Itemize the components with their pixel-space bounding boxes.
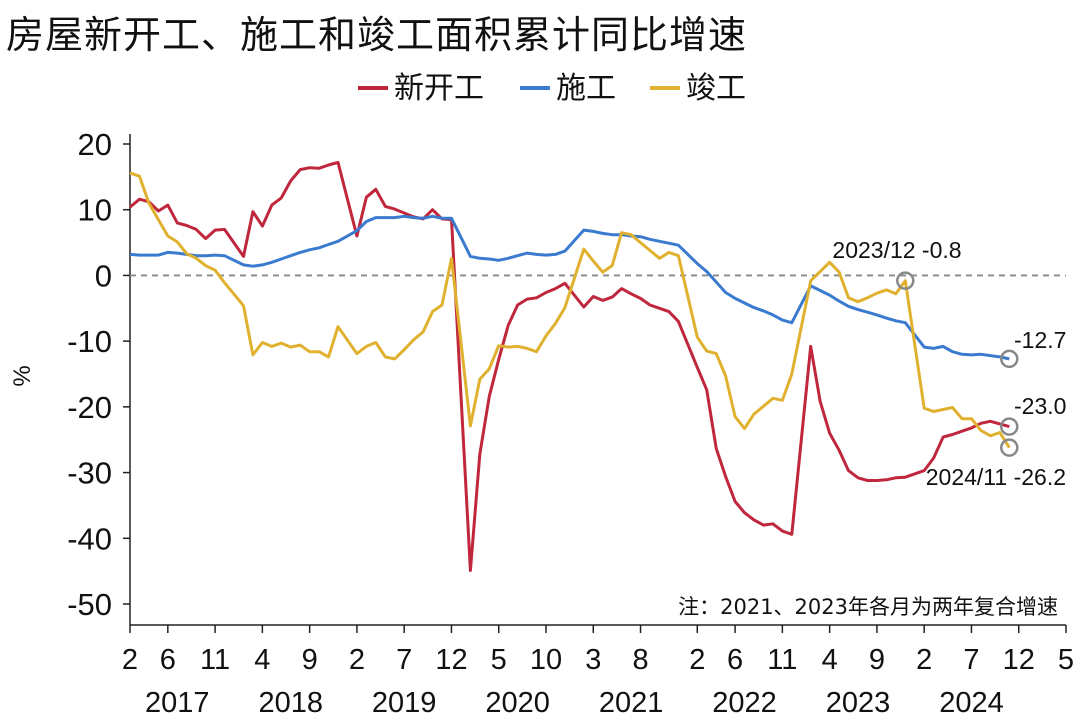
annotations: 2023/12 -0.8 -12.7 -23.0 2024/11 -26.2 <box>832 237 1066 490</box>
annotation-label: 2024/11 -26.2 <box>926 464 1066 490</box>
x-tick-label: 2 <box>349 644 365 676</box>
x-tick-label: 5 <box>1058 644 1074 676</box>
x-tick-label: 6 <box>727 644 743 676</box>
annotation-marker <box>896 271 915 290</box>
y-tick-label: -30 <box>67 456 112 491</box>
x-tick-label: 8 <box>632 644 648 676</box>
x-tick-label: 11 <box>767 644 797 676</box>
x-tick-label: 10 <box>530 644 562 676</box>
x-year-label: 2021 <box>599 687 664 719</box>
annotation-marker <box>1000 349 1019 369</box>
x-tick-label: 4 <box>822 644 838 676</box>
y-tick-label: -20 <box>67 390 112 425</box>
x-tick-label: 11 <box>200 644 230 676</box>
x-tick-label: 9 <box>302 644 318 676</box>
x-tick-label: 12 <box>1003 644 1035 676</box>
annotation-marker <box>1000 417 1019 436</box>
legend-label: 施工 <box>556 71 616 106</box>
x-year-label: 2024 <box>939 687 1004 719</box>
y-tick-label: -50 <box>67 587 112 622</box>
legend: 新开工 施工 竣工 <box>358 71 746 106</box>
x-year-label: 2019 <box>372 687 437 719</box>
y-tick-label: -10 <box>67 324 112 359</box>
x-year-label: 2018 <box>258 687 323 719</box>
x-year-label: 2020 <box>485 687 550 719</box>
y-tick-label: -40 <box>67 521 112 556</box>
annotation-marker <box>1000 438 1019 457</box>
x-tick-label: 2 <box>122 644 138 676</box>
y-tick-label: 20 <box>78 127 112 162</box>
x-tick-label: 9 <box>869 644 885 676</box>
y-tick-label: 10 <box>78 193 112 228</box>
x-tick-label: 7 <box>963 644 979 676</box>
y-tick-label: 0 <box>95 258 112 293</box>
chart-title: 房屋新开工、施工和竣工面积累计同比增速 <box>6 13 748 57</box>
x-year-label: 2022 <box>712 687 777 719</box>
x-tick-label: 12 <box>435 644 467 676</box>
annotation-label: 2023/12 -0.8 <box>832 237 961 263</box>
x-tick-label: 4 <box>254 644 270 676</box>
series-line-new-starts <box>129 160 1010 572</box>
x-tick-label: 3 <box>585 644 601 676</box>
series-line-completed <box>129 171 1011 449</box>
y-axis-label: % <box>9 365 36 386</box>
chart-note: 注：2021、2023年各月为两年复合增速 <box>678 595 1058 619</box>
series-layer <box>129 160 1011 572</box>
x-tick-label: 7 <box>396 644 412 676</box>
x-tick-label: 2 <box>916 644 932 676</box>
legend-label: 竣工 <box>686 71 746 106</box>
annotation-label: -12.7 <box>1014 327 1066 353</box>
x-year-label: 2023 <box>826 687 891 719</box>
series-line-under-construction <box>129 214 1010 361</box>
annotation-label: -23.0 <box>1014 393 1066 419</box>
x-tick-label: 5 <box>491 644 507 676</box>
legend-label: 新开工 <box>394 71 484 106</box>
x-tick-label: 6 <box>160 644 176 676</box>
x-tick-label: 2 <box>689 644 705 676</box>
x-year-label: 2017 <box>145 687 210 719</box>
